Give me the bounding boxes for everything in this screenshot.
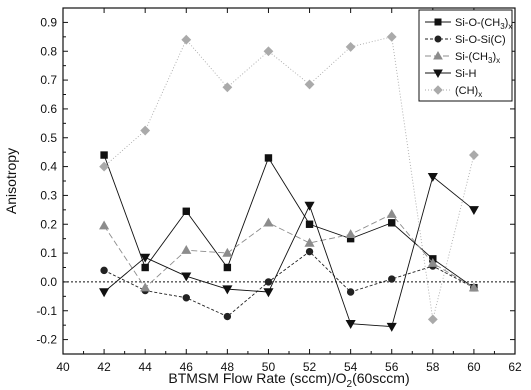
data-point [141,263,149,272]
data-point [182,207,190,215]
legend-label: Si-O-(CH3)x [455,17,512,31]
series-group [100,247,478,321]
x-tick-label: 58 [426,360,440,374]
data-point [182,294,190,302]
data-point [468,206,479,216]
legend-label: Si-O-Si(C) [455,34,506,46]
legend-marker [434,18,442,26]
data-point [345,42,356,52]
data-point [99,288,110,298]
y-tick-label: 0.9 [40,15,57,29]
data-point [386,31,397,42]
data-point [222,82,233,93]
x-tick-label: 62 [508,360,522,374]
x-tick-label: 60 [467,360,481,374]
data-point [304,237,315,247]
y-tick-label: 0.6 [40,102,57,116]
x-tick-label: 42 [97,360,111,374]
legend-label: Si-(CH3)x [455,51,500,65]
data-point [345,320,356,329]
data-point [222,285,233,295]
x-tick-label: 56 [385,360,399,374]
legend-label: Si-H [455,68,476,80]
y-tick-label: 0.1 [40,246,57,260]
series-group [99,208,479,292]
x-tick-label: 50 [262,360,276,374]
x-tick-label: 46 [180,360,194,374]
data-point [100,151,108,159]
legend-marker [433,69,443,79]
series-line [103,36,475,320]
data-point [304,79,315,90]
data-point [140,253,151,263]
data-point [346,288,355,296]
data-point [99,220,110,230]
x-tick-label: 44 [139,360,153,374]
data-point [305,247,314,256]
data-point [223,263,232,272]
series-line [103,154,475,289]
y-tick-label: 0.4 [40,160,57,174]
data-point [263,217,274,227]
data-point [304,201,315,211]
series-group [99,31,479,325]
y-tick-label: -0.2 [36,333,57,347]
y-tick-label: 0.3 [40,188,57,202]
legend-marker [433,85,443,95]
legend-label: (CH)x [455,85,482,99]
series-line [103,251,475,318]
legend-marker [434,35,442,43]
y-tick-label: 0.2 [40,217,57,231]
x-tick-label: 54 [344,360,358,374]
y-tick-label: 0.0 [40,275,57,289]
data-point [388,219,396,227]
data-point [100,266,108,275]
data-point [427,172,438,182]
x-axis-title: BTMSM Flow Rate (sccm)/O2(60sccm) [168,370,409,390]
y-tick-label: 0.8 [40,44,57,58]
data-point [427,314,438,325]
data-point [264,278,273,286]
data-point [223,312,232,321]
x-tick-label: 40 [56,360,70,374]
data-point [263,288,274,298]
data-point [140,125,151,136]
data-point [386,208,397,218]
data-point [388,275,396,283]
data-point [305,220,314,228]
y-tick-label: 0.5 [40,131,57,145]
legend-marker [433,50,443,60]
data-point [468,282,479,292]
data-point [469,150,479,160]
data-point [427,257,438,267]
data-point [386,322,397,332]
y-tick-label: -0.1 [36,304,57,318]
series-group [99,172,479,332]
data-point [140,282,151,292]
y-tick-label: 0.7 [40,73,57,87]
series-line [103,213,475,289]
data-point [264,154,273,162]
x-tick-label: 52 [303,360,317,374]
x-tick-label: 48 [221,360,235,374]
data-point [263,46,274,57]
data-point [345,229,356,239]
series-line [103,175,475,328]
data-point [181,34,192,45]
data-point [99,161,109,172]
y-axis-title: Anisotropy [3,148,19,214]
data-point [181,272,192,282]
data-point [181,244,192,254]
data-point [222,247,233,257]
